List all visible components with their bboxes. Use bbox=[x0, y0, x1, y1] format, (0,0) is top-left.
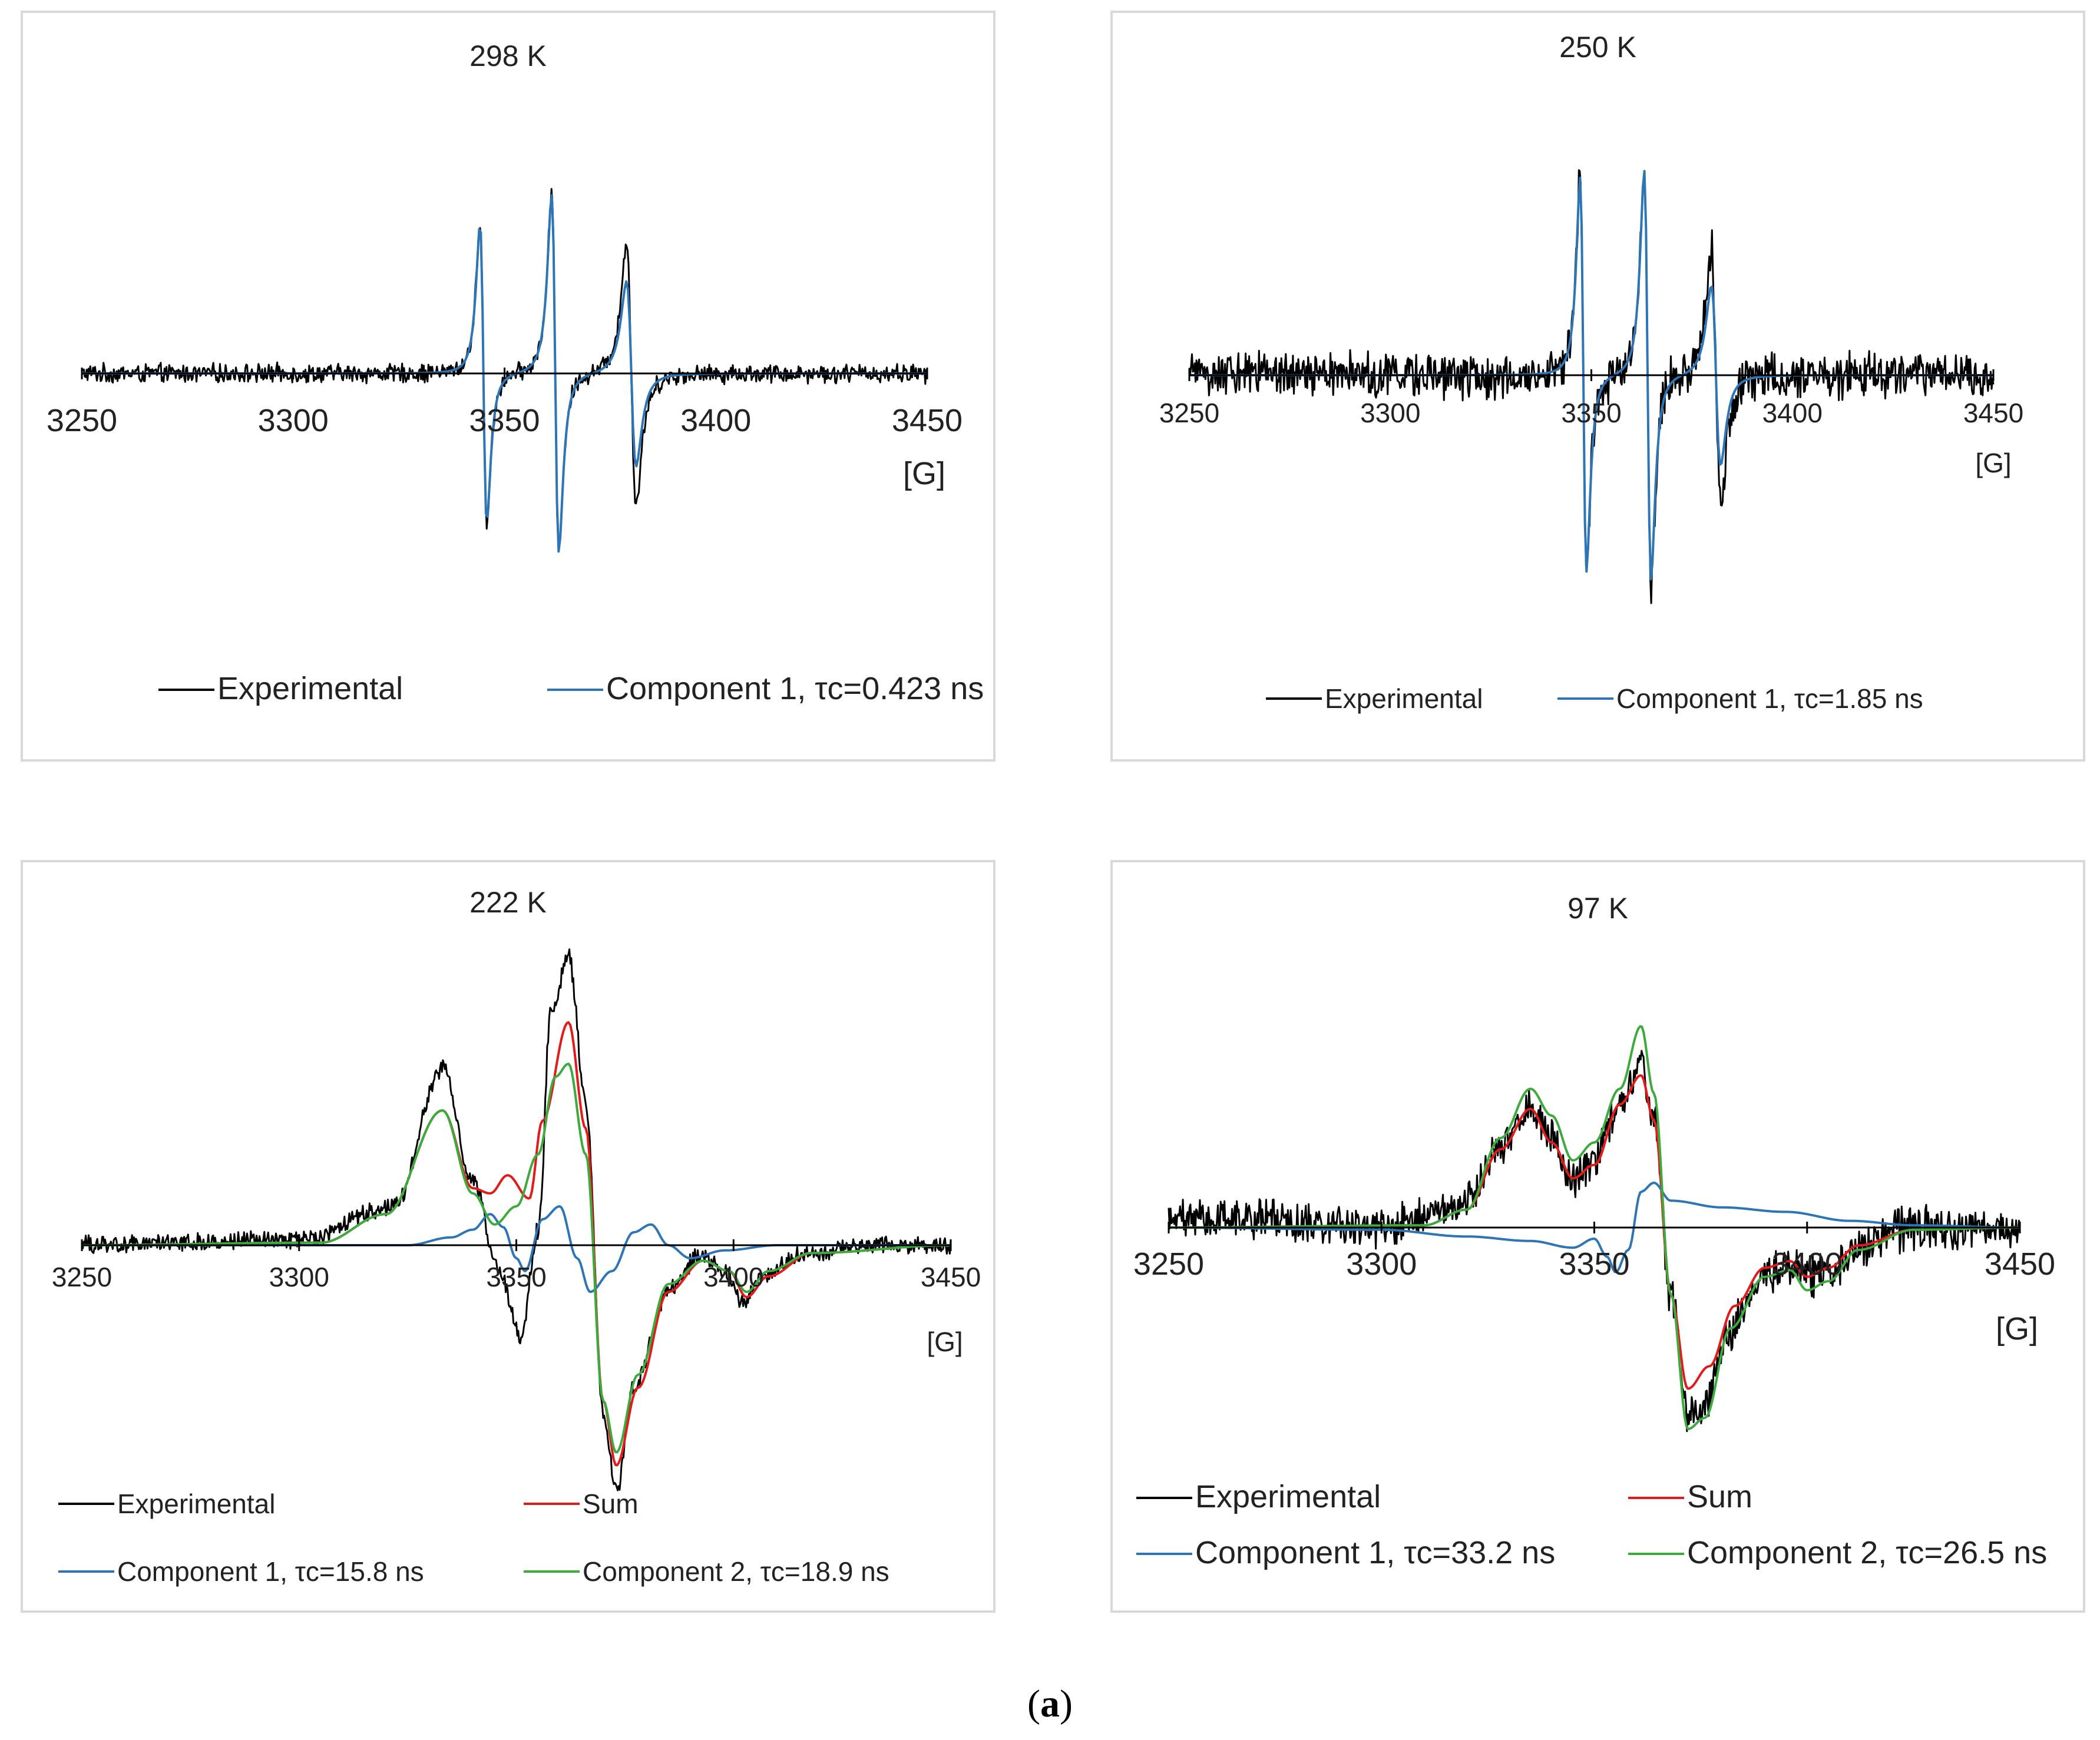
series-line-experimental bbox=[81, 948, 952, 1491]
legend-label-experimental: Experimental bbox=[1325, 683, 1483, 714]
chart-panel-250k: 250 K 3250 3300 3350 3400 3450 [G] Experimental… bbox=[1110, 11, 2085, 762]
series-line-experimental bbox=[1168, 1050, 2021, 1433]
x-tick-label: 3350 bbox=[1559, 1246, 1629, 1282]
x-axis-unit-label: [G] bbox=[927, 1326, 963, 1357]
legend-label-experimental: Experimental bbox=[117, 1488, 275, 1519]
series-line-component2 bbox=[82, 1063, 951, 1454]
x-axis-unit-label: [G] bbox=[1996, 1311, 2038, 1347]
x-tick-label: 3250 bbox=[47, 403, 117, 438]
legend-label-sum: Sum bbox=[1687, 1479, 1752, 1514]
series-line-component2 bbox=[1169, 1025, 2020, 1430]
x-tick-label: 3450 bbox=[1985, 1246, 2055, 1282]
legend-label-component1: Component 1, τc=1.85 ns bbox=[1616, 683, 1923, 714]
epr-chart-svg: 97 K 3250 3300 3350 3400 3450 [G] Experimental S… bbox=[1133, 892, 2055, 1570]
x-tick-label: 3450 bbox=[1963, 398, 2023, 428]
legend-label-experimental: Experimental bbox=[1195, 1479, 1381, 1514]
x-tick-label: 3300 bbox=[269, 1262, 329, 1292]
x-tick-label: 3350 bbox=[486, 1262, 546, 1292]
chart-title: 222 K bbox=[469, 886, 547, 919]
chart-panel-222k: 222 K 3250 3300 3350 3400 3450 [G] Experimental… bbox=[21, 860, 996, 1613]
chart-title: 298 K bbox=[469, 39, 547, 72]
chart-title: 250 K bbox=[1559, 31, 1636, 64]
legend-label-sum: Sum bbox=[583, 1488, 639, 1519]
x-tick-label: 3250 bbox=[1159, 398, 1219, 428]
x-tick-label: 3300 bbox=[258, 403, 329, 438]
legend-label-component2: Component 2, τc=18.9 ns bbox=[583, 1556, 889, 1587]
x-axis-unit-label: [G] bbox=[1975, 448, 2011, 478]
chart-panel-97k: 97 K 3250 3300 3350 3400 3450 [G] Experimental S… bbox=[1110, 860, 2085, 1613]
figure-caption: (a) bbox=[0, 1682, 2100, 1726]
caption-letter: a bbox=[1040, 1682, 1060, 1725]
epr-chart-svg: 298 K 3250 3300 3350 3400 3450 [G] Experimental… bbox=[47, 39, 984, 706]
x-tick-label: 3400 bbox=[680, 403, 751, 438]
chart-title: 97 K bbox=[1567, 892, 1628, 925]
x-tick-label: 3300 bbox=[1346, 1246, 1417, 1282]
x-tick-label: 3250 bbox=[1133, 1246, 1204, 1282]
x-tick-label: 3450 bbox=[921, 1262, 981, 1292]
chart-panel-298k: 298 K 3250 3300 3350 3400 3450 [G] Experimental… bbox=[21, 11, 996, 762]
x-tick-label: 3450 bbox=[892, 403, 963, 438]
series-line-experimental bbox=[1188, 169, 1995, 604]
x-tick-label: 3350 bbox=[469, 403, 540, 438]
x-tick-label: 3400 bbox=[1762, 398, 1823, 428]
x-tick-label: 3300 bbox=[1360, 398, 1420, 428]
x-axis-unit-label: [G] bbox=[903, 456, 945, 491]
epr-chart-svg: 222 K 3250 3300 3350 3400 3450 [G] Experimental… bbox=[52, 886, 981, 1587]
legend-label-component1: Component 1, τc=0.423 ns bbox=[606, 671, 984, 706]
x-tick-label: 3350 bbox=[1561, 398, 1621, 428]
caption-close: ) bbox=[1060, 1682, 1073, 1725]
x-tick-label: 3400 bbox=[703, 1262, 763, 1292]
legend-label-component1: Component 1, τc=15.8 ns bbox=[117, 1556, 424, 1587]
series-line-component1 bbox=[1169, 1182, 2020, 1273]
epr-chart-svg: 250 K 3250 3300 3350 3400 3450 [G] Experimental… bbox=[1159, 31, 2023, 714]
x-tick-label: 3250 bbox=[52, 1262, 112, 1292]
series-line-experimental bbox=[81, 188, 928, 548]
legend-label-experimental: Experimental bbox=[217, 671, 403, 706]
caption-open: ( bbox=[1027, 1682, 1040, 1725]
x-tick-label: 3400 bbox=[1772, 1246, 1843, 1282]
legend-label-component1: Component 1, τc=33.2 ns bbox=[1195, 1535, 1555, 1570]
legend-label-component2: Component 2, τc=26.5 ns bbox=[1687, 1535, 2047, 1570]
